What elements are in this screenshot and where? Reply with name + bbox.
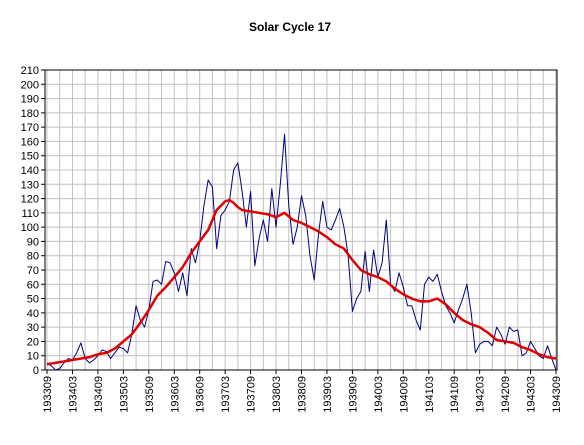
series-line — [46, 198, 557, 366]
x-tick-label: 194109 — [449, 376, 461, 413]
x-tick-label: 193803 — [271, 376, 283, 413]
y-tick-label: 0 — [33, 365, 39, 377]
y-tick-label: 150 — [21, 151, 39, 163]
x-tick-label: 193403 — [67, 376, 79, 413]
x-tick-label: 193609 — [195, 376, 207, 413]
y-tick-label: 30 — [27, 322, 39, 334]
x-tick-label: 194003 — [373, 376, 385, 413]
x-tick-label: 194203 — [475, 376, 487, 413]
x-tick-label: 193509 — [144, 376, 156, 413]
x-tick-label: 193709 — [246, 376, 258, 413]
x-tick-label: 194303 — [526, 376, 538, 413]
x-tick-label: 193909 — [347, 376, 359, 413]
y-tick-label: 190 — [21, 94, 39, 106]
y-tick-label: 180 — [21, 108, 39, 120]
x-tick-label: 193603 — [169, 376, 181, 413]
y-tick-label: 90 — [27, 236, 39, 248]
x-tick-label: 194103 — [424, 376, 436, 413]
y-tick-label: 110 — [21, 208, 39, 220]
y-tick-label: 50 — [27, 294, 39, 306]
y-tick-label: 140 — [21, 165, 39, 177]
x-tick-label: 194209 — [500, 376, 512, 413]
x-tick-label: 194009 — [398, 376, 410, 413]
y-tick-label: 130 — [21, 179, 39, 191]
plot-border — [44, 69, 558, 371]
y-tick-label: 80 — [27, 251, 39, 263]
y-tick-label: 170 — [21, 122, 39, 134]
y-tick-label: 160 — [21, 136, 39, 148]
y-tick-label: 120 — [21, 194, 39, 206]
x-tick-label: 193809 — [297, 376, 309, 413]
y-tick-label: 40 — [27, 308, 39, 320]
y-tick-label: 210 — [21, 65, 39, 77]
x-tick-label: 193903 — [322, 376, 334, 413]
y-tick-label: 70 — [27, 265, 39, 277]
y-tick-label: 200 — [21, 79, 39, 91]
x-tick-label: 193309 — [42, 376, 54, 413]
x-tick-label: 193703 — [220, 376, 232, 413]
y-tick-label: 60 — [27, 279, 39, 291]
x-tick-label: 194309 — [551, 376, 563, 413]
y-tick-label: 10 — [27, 351, 39, 363]
y-tick-label: 20 — [27, 336, 39, 348]
y-tick-label: 100 — [21, 222, 39, 234]
chart-title: Solar Cycle 17 — [249, 20, 331, 34]
x-tick-label: 193409 — [93, 376, 105, 413]
x-tick-label: 193503 — [118, 376, 130, 413]
